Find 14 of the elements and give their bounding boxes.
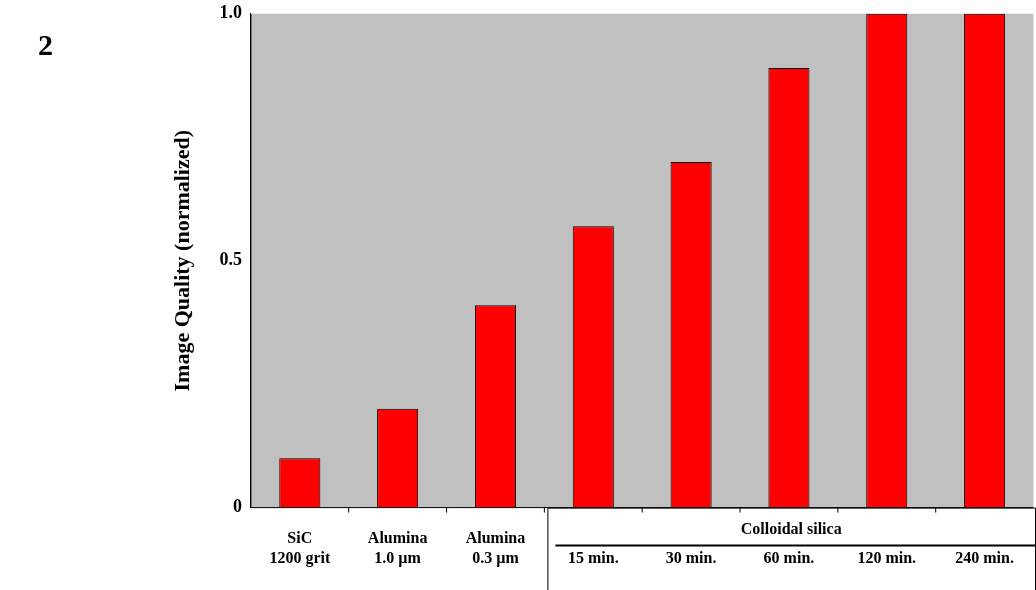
y-axis-title: Image Quality (normalized) (168, 129, 194, 392)
text: Colloidal silica (740, 519, 842, 537)
y-tick-label: 1.0 (219, 2, 242, 23)
x-tick-label: 15 min. (567, 548, 619, 566)
x-tick-label: SiC 1200 grit (269, 529, 331, 567)
x-tick-label: 240 min. (955, 548, 1014, 566)
text: 2 (38, 27, 53, 61)
x-tick-label: 30 min. (665, 548, 717, 566)
x-tick-label: 60 min. (763, 548, 815, 566)
x-tick-label: Alumina 1.0 µm (367, 529, 428, 567)
y-tick-label: 0.5 (219, 249, 242, 270)
x-tick-label: Alumina 0.3 µm (465, 529, 526, 567)
y-tick-label: 0 (232, 496, 242, 517)
x-tick-label: 120 min. (857, 548, 917, 566)
